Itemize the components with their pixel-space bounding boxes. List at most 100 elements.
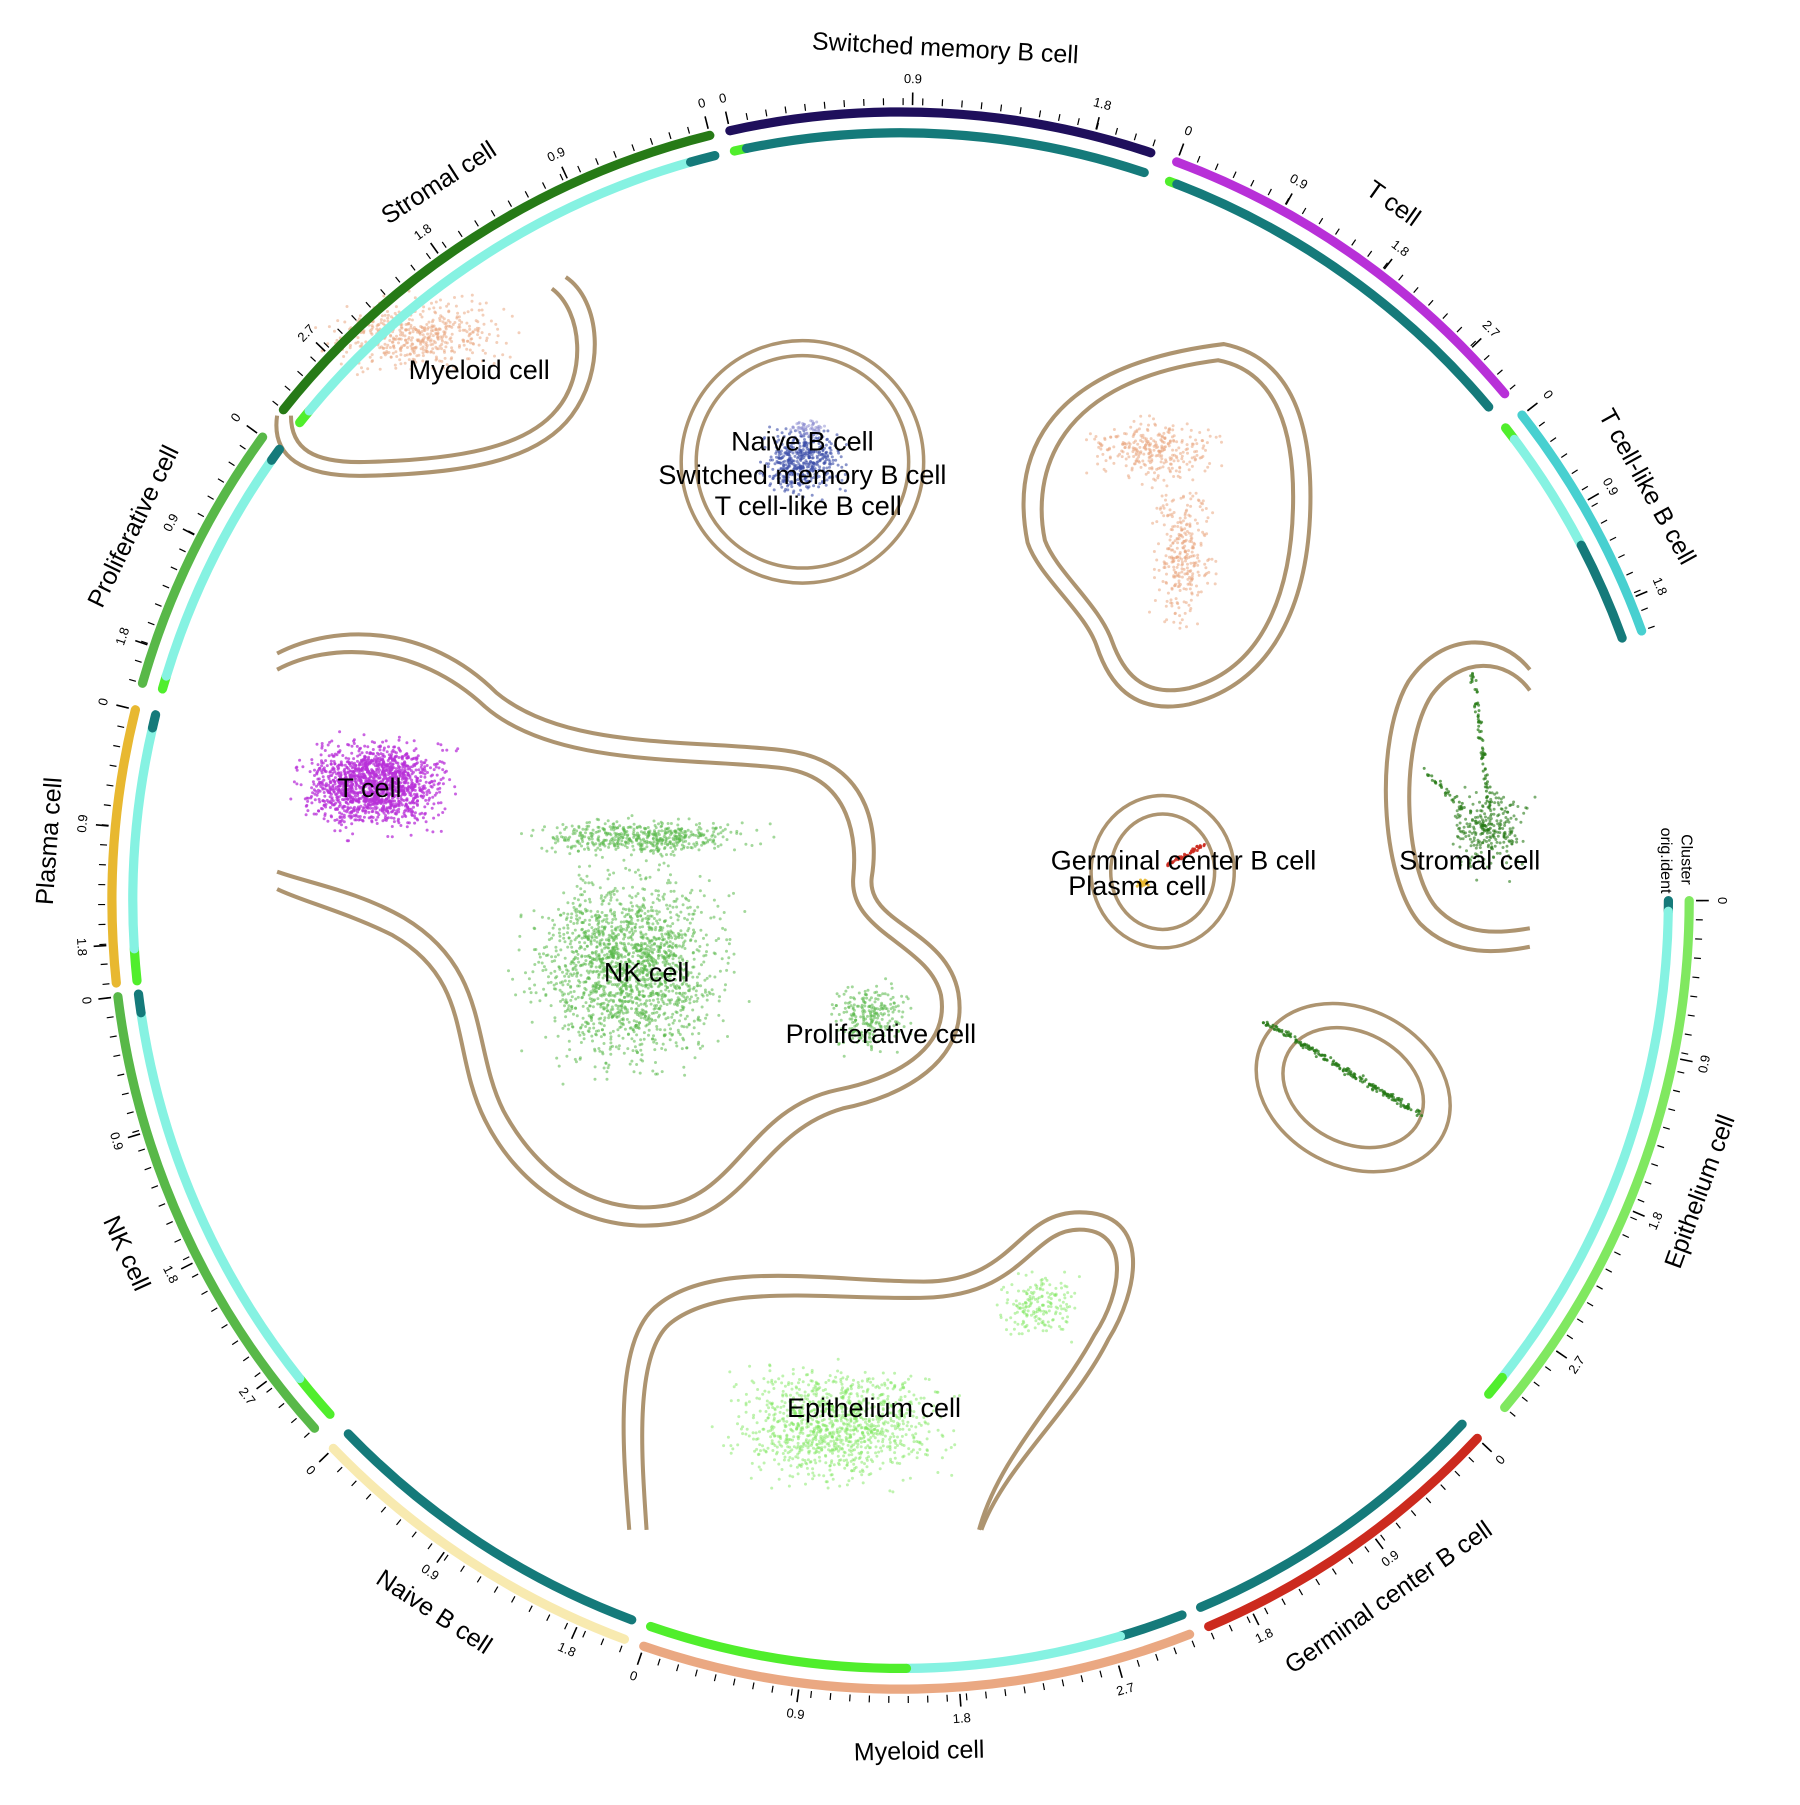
cell-point	[611, 918, 615, 921]
cell-point	[683, 1073, 687, 1077]
cell-point	[574, 997, 578, 1001]
cell-point	[585, 1020, 589, 1024]
cell-point	[605, 1077, 609, 1081]
cell-point	[395, 809, 399, 813]
cell-point	[1160, 494, 1164, 498]
cell-point	[384, 809, 388, 813]
cell-point	[1172, 620, 1176, 624]
cell-point	[321, 775, 325, 779]
cell-point	[1184, 601, 1188, 605]
cell-point	[1190, 574, 1194, 578]
cell-point	[396, 761, 400, 765]
cell-point	[679, 1013, 683, 1017]
cell-point	[315, 771, 319, 775]
cell-point	[634, 922, 638, 926]
cell-point	[381, 758, 384, 762]
cell-point	[432, 367, 436, 371]
cell-point	[630, 995, 634, 999]
cell-point	[1141, 433, 1145, 437]
cell-point	[680, 936, 684, 940]
cell-point	[326, 789, 330, 793]
cell-point	[518, 934, 522, 938]
cell-point	[1180, 570, 1184, 574]
cell-point	[529, 1000, 533, 1004]
cell-point	[607, 1016, 611, 1020]
cell-point	[690, 888, 694, 892]
cell-point	[485, 336, 489, 340]
cell-point	[412, 349, 416, 353]
cell-point	[610, 929, 614, 933]
cell-point	[540, 915, 544, 919]
cell-point	[438, 790, 442, 794]
cell-point	[591, 932, 595, 936]
cell-point	[665, 1003, 669, 1006]
cell-point	[633, 925, 637, 929]
cell-point	[553, 923, 556, 927]
cell-point	[1148, 448, 1152, 452]
cell-point	[685, 918, 689, 922]
cell-point	[430, 806, 434, 810]
cell-point	[1192, 455, 1196, 459]
cell-point	[382, 804, 385, 808]
cell-point	[713, 842, 717, 846]
cell-point	[1177, 606, 1181, 610]
cell-point	[680, 894, 684, 898]
cell-point	[1171, 525, 1175, 529]
cell-point	[351, 832, 355, 836]
cell-point	[644, 916, 648, 920]
cell-point	[638, 1071, 642, 1075]
cell-point	[429, 766, 432, 770]
cell-point	[1165, 581, 1168, 585]
cell-point	[436, 742, 440, 746]
cell-point	[542, 987, 546, 991]
cell-point	[1114, 435, 1118, 438]
cell-point	[308, 770, 312, 774]
cell-point	[340, 815, 344, 819]
cell-point	[562, 926, 566, 930]
cell-point	[445, 341, 449, 345]
cell-point	[662, 1002, 666, 1006]
cell-point	[618, 1026, 622, 1029]
cell-point	[412, 805, 415, 809]
cell-point	[645, 922, 649, 925]
cell-point	[1165, 503, 1169, 507]
cell-point	[603, 1016, 607, 1020]
cell-point	[713, 975, 717, 979]
cell-point	[639, 1038, 643, 1042]
cell-point	[408, 352, 412, 356]
cell-point	[1172, 438, 1176, 442]
cell-point	[355, 373, 359, 377]
cell-point	[402, 788, 406, 792]
cell-point	[390, 835, 394, 839]
cell-point	[480, 331, 484, 335]
cell-point	[466, 339, 470, 343]
cell-point	[711, 821, 715, 825]
points-myeloid-cell-b	[1085, 414, 1224, 486]
cell-point	[381, 819, 385, 823]
cell-point	[1177, 579, 1181, 583]
cell-point	[424, 798, 428, 802]
cell-point	[1174, 574, 1178, 578]
cell-point	[371, 809, 375, 813]
cell-point	[1178, 621, 1182, 625]
cell-point	[620, 927, 624, 931]
cell-point	[1096, 454, 1099, 458]
cell-point	[417, 768, 421, 772]
cell-point	[429, 338, 433, 342]
cell-point	[1157, 542, 1160, 546]
cell-point	[327, 754, 331, 758]
cell-point	[595, 945, 599, 949]
cell-point	[606, 868, 610, 872]
cell-point	[693, 930, 696, 934]
cell-point	[643, 947, 647, 951]
cell-point	[819, 444, 823, 448]
cell-point	[326, 342, 330, 346]
cell-point	[1182, 567, 1186, 571]
cell-point	[700, 843, 704, 847]
cell-point	[626, 1047, 630, 1051]
cell-point	[1153, 599, 1157, 602]
cell-point	[682, 1065, 686, 1069]
cell-point	[685, 1014, 689, 1018]
cell-point	[393, 337, 397, 341]
cell-point	[642, 1002, 646, 1006]
